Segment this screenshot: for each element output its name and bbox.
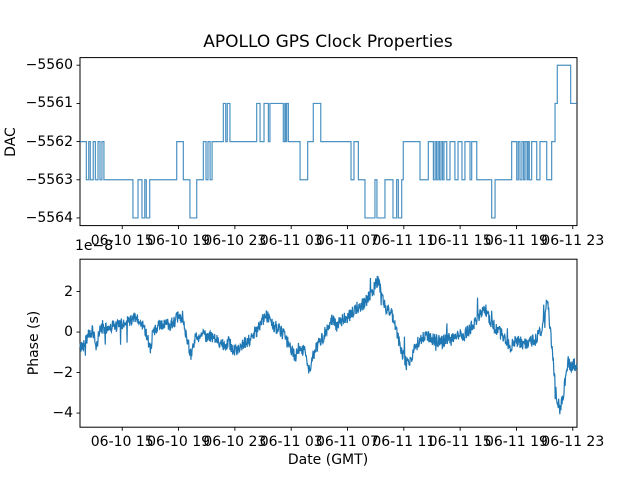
x-tick-label-bottom: 06-10 23 xyxy=(203,434,267,451)
y-tick-label-dac: −5561 xyxy=(25,95,73,112)
dac-step-line xyxy=(80,64,577,219)
x-tick-label-bottom: 06-11 07 xyxy=(316,434,379,451)
x-tick-label-top: 06-11 23 xyxy=(541,232,605,249)
x-tick-label-top: 06-11 11 xyxy=(372,232,436,249)
y-tick-label-dac: −5564 xyxy=(25,209,73,226)
x-tick-label-bottom: 06-10 15 xyxy=(90,434,154,451)
axis-tick-marks xyxy=(76,64,574,431)
x-tick-label-bottom: 06-11 23 xyxy=(541,434,605,451)
y-tick-label-phase: −4 xyxy=(52,404,73,421)
x-tick-label-top: 06-10 23 xyxy=(203,232,267,249)
x-tick-label-bottom: 06-11 15 xyxy=(428,434,492,451)
x-axis-label: Date (GMT) xyxy=(287,452,369,468)
phase-noise-line xyxy=(79,275,578,415)
x-tick-label-top: 06-11 19 xyxy=(484,232,548,249)
x-tick-label-top: 06-11 15 xyxy=(428,232,492,249)
y-axis-label-phase: Phase (s) xyxy=(25,310,42,376)
y-tick-label-phase: 0 xyxy=(64,324,73,341)
axes-frame-bottom xyxy=(79,258,578,428)
y-axis-offset-text: 1e−8 xyxy=(75,238,114,254)
y-tick-label-dac: −5562 xyxy=(25,133,73,150)
chart-title: APOLLO GPS Clock Properties xyxy=(203,32,453,52)
x-tick-label-bottom: 06-11 19 xyxy=(484,434,548,451)
y-axis-label-dac: DAC xyxy=(2,127,19,157)
x-tick-label-bottom: 06-10 19 xyxy=(147,434,211,451)
y-tick-label-phase: −2 xyxy=(52,364,73,381)
x-tick-label-bottom: 06-11 03 xyxy=(259,434,323,451)
x-tick-label-top: 06-11 03 xyxy=(259,232,323,249)
x-tick-label-top: 06-10 15 xyxy=(90,232,154,249)
y-tick-label-dac: −5563 xyxy=(25,171,73,188)
y-tick-label-dac: −5560 xyxy=(25,57,73,74)
y-tick-label-phase: 2 xyxy=(64,283,73,300)
x-tick-label-bottom: 06-11 11 xyxy=(372,434,436,451)
x-tick-label-top: 06-10 19 xyxy=(147,232,211,249)
x-tick-label-top: 06-11 07 xyxy=(316,232,379,249)
